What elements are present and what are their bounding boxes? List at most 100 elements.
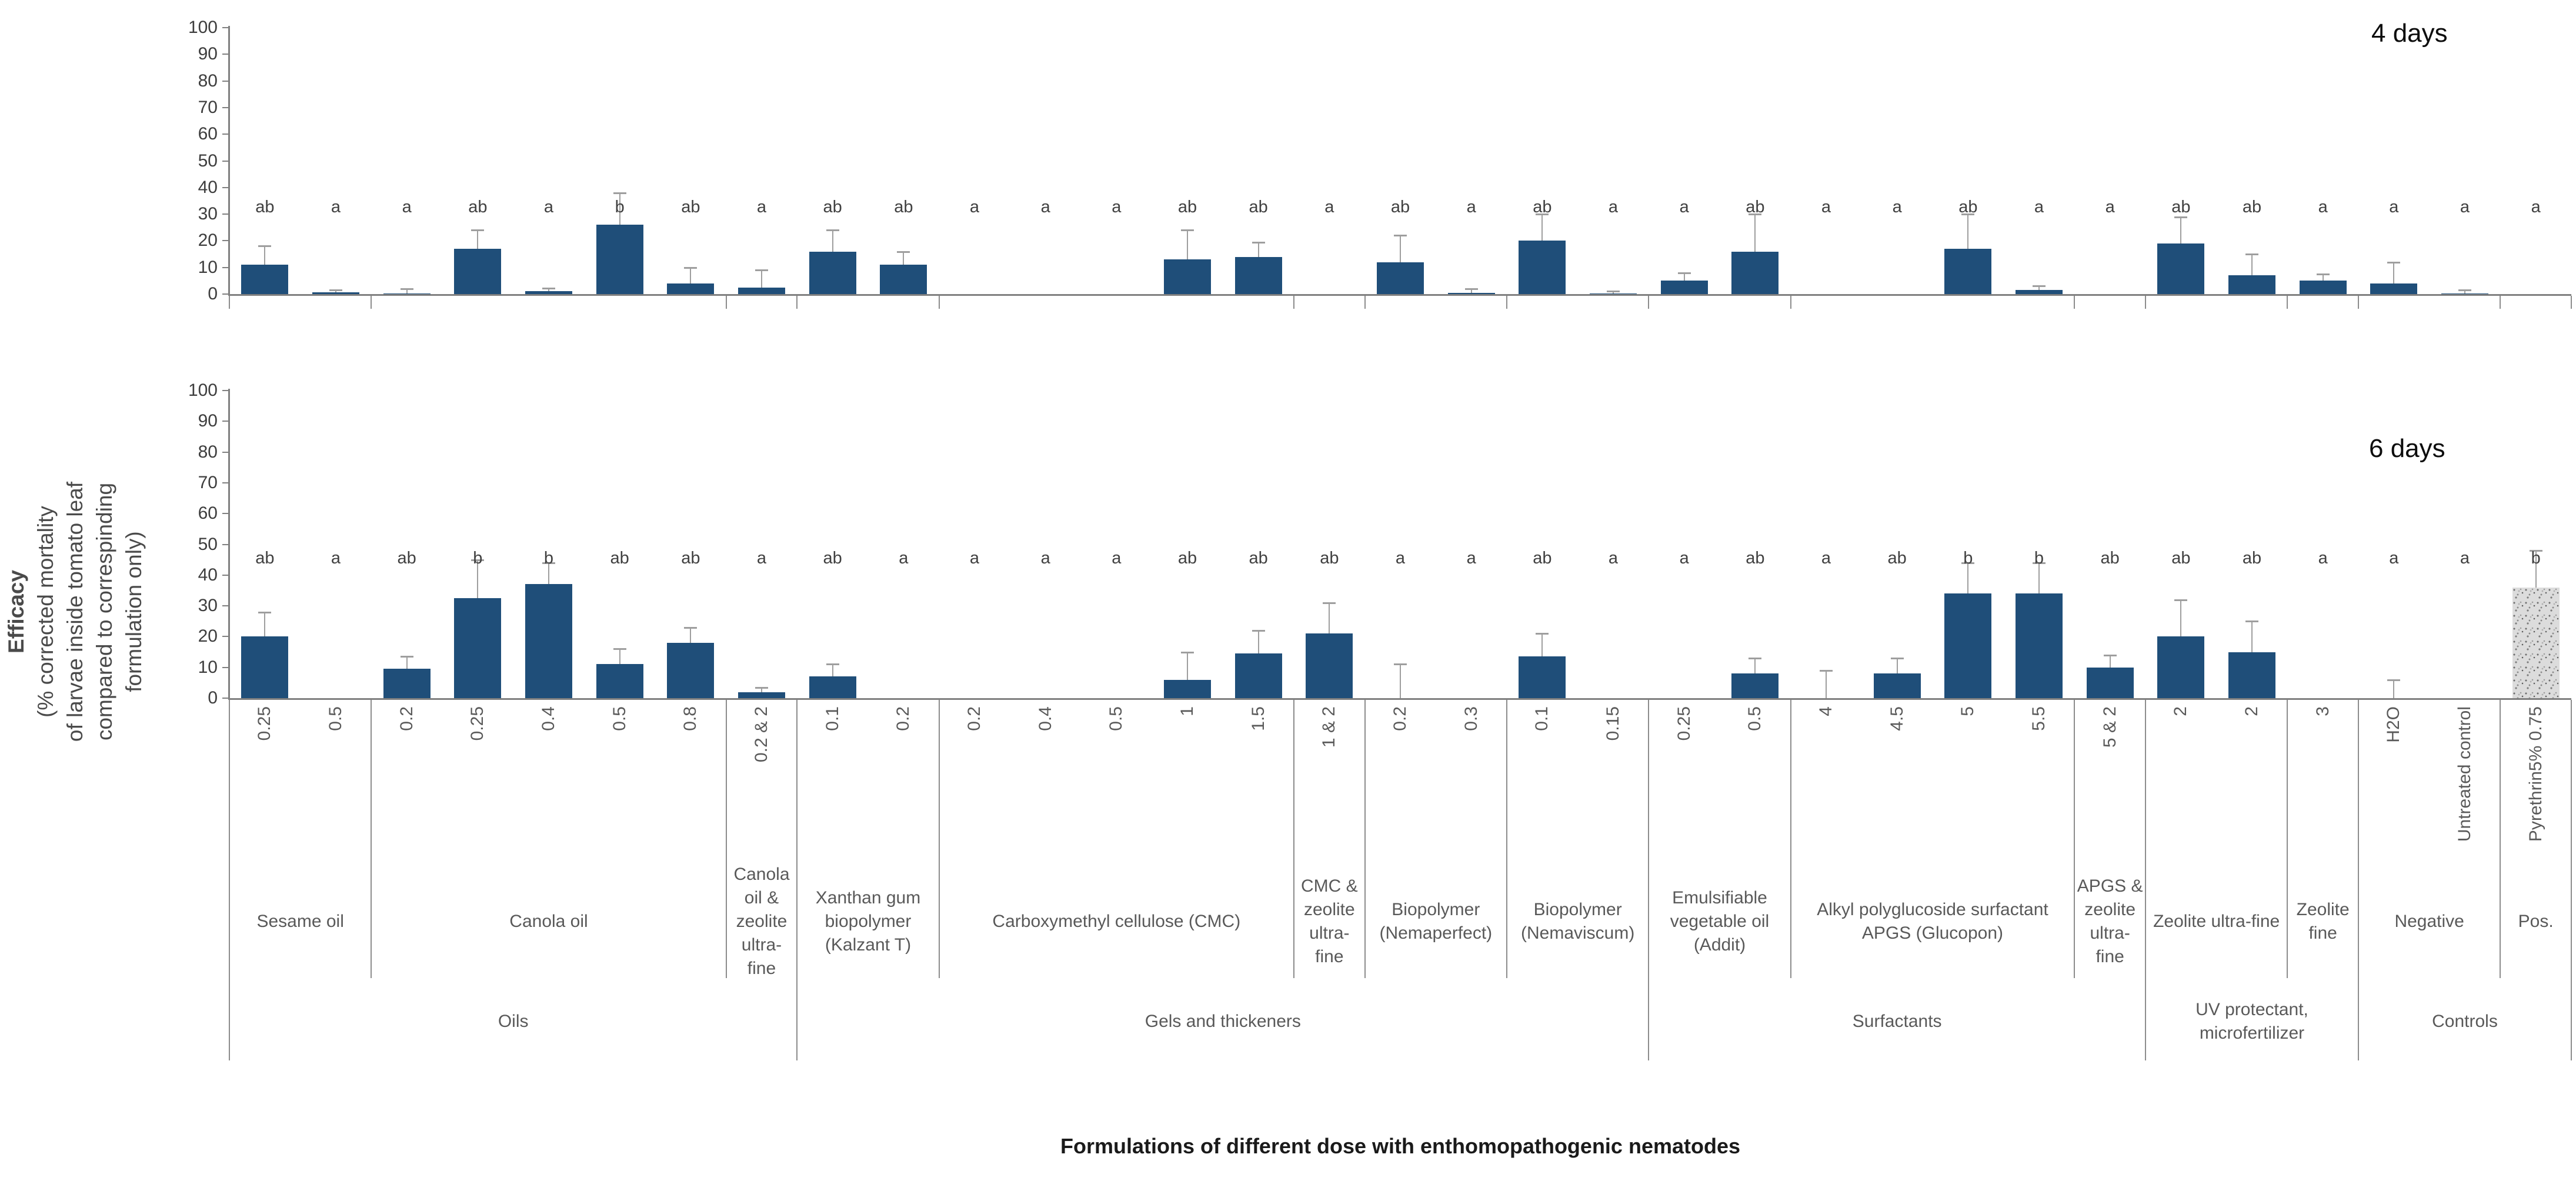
formulation-label: Negative (2394, 912, 2464, 931)
sig-letter: a (1395, 549, 1406, 568)
error-bar-cap (684, 626, 698, 629)
error-bar-whisker (2038, 562, 2040, 594)
error-bar-cap (471, 559, 485, 561)
sig-letter: ab (610, 549, 629, 568)
bar (2228, 275, 2275, 294)
sig-letter: ab (1746, 198, 1765, 216)
error-bar-whisker (1541, 633, 1543, 657)
sig-letter: b (543, 549, 554, 568)
y-tick-label: 50 (198, 534, 218, 554)
bar (2016, 593, 2063, 698)
error-bar-whisker (619, 192, 620, 225)
y-axis-tick (222, 513, 228, 515)
bar (525, 291, 572, 294)
error-bar-whisker (1541, 214, 1543, 241)
error-bar-cap (1607, 290, 1620, 292)
formulation-label: Pos. (2518, 912, 2554, 931)
error-bar-whisker (1683, 272, 1685, 281)
error-bar-cap (1749, 213, 1762, 216)
error-bar-cap (258, 245, 272, 248)
formulation-separator-line (725, 700, 727, 978)
error-bar-cap (400, 656, 413, 658)
sig-letter: a (1112, 198, 1122, 216)
supergroup-label: Oils (498, 1012, 529, 1031)
y-axis-tick (222, 390, 228, 391)
error-bar-whisker (1896, 658, 1898, 674)
error-bar-cap (1394, 663, 1407, 666)
supergroup-separator-line (1648, 700, 1650, 1060)
group-tick-stub (1293, 296, 1294, 309)
error-bar-whisker (2393, 262, 2395, 283)
error-bar-whisker (1187, 652, 1188, 680)
y-tick-label: 90 (198, 44, 218, 64)
error-bar-whisker (1754, 658, 1756, 674)
error-bar-whisker (2251, 254, 2253, 276)
y-tick-label: 40 (198, 565, 218, 585)
y-tick-label: 0 (208, 284, 218, 303)
formulation-label: Canola oil (509, 912, 588, 931)
error-bar-whisker (1754, 214, 1756, 252)
bar (1164, 259, 1211, 294)
sig-letter: ab (397, 549, 416, 568)
error-bar-cap (2174, 216, 2188, 218)
bar (2016, 290, 2063, 294)
formulation-separator-line (371, 700, 372, 978)
group-tick-stub (725, 296, 727, 309)
error-bar-whisker (2180, 216, 2182, 243)
bar (738, 692, 785, 698)
sig-letter: a (1679, 198, 1689, 216)
sig-letter: a (899, 549, 909, 568)
y-axis-tick (222, 636, 228, 638)
group-tick-stub (1790, 296, 1791, 309)
formulation-separator-line (1293, 700, 1294, 978)
sig-letter: b (1963, 549, 1973, 568)
sig-letter: b (473, 549, 483, 568)
sig-letter: ab (2242, 198, 2262, 216)
supergroup-separator-line (2145, 700, 2146, 1060)
error-bar-cap (2387, 261, 2401, 263)
supergroup-separator-line (796, 700, 798, 1060)
sig-letter: ab (1746, 549, 1765, 568)
error-bar-cap (1749, 658, 1762, 659)
y-axis-tick (222, 240, 228, 242)
formulation-label: Canola oil & zeolite ultra- fine (733, 865, 790, 978)
error-bar-cap (2529, 549, 2542, 552)
group-tick-stub (1506, 296, 1507, 309)
bar (596, 225, 643, 294)
error-bar-cap (2387, 679, 2401, 681)
y-axis-tick (222, 80, 228, 82)
error-bar-whisker (1967, 214, 1969, 249)
error-bar-whisker (1400, 235, 1401, 262)
y-axis-tick (222, 134, 228, 135)
sig-letter: a (756, 198, 767, 216)
panel-title-6-days: 6 days (2369, 434, 2445, 463)
error-bar-whisker (2535, 550, 2537, 588)
sig-letter: ab (823, 549, 842, 568)
group-tick-stub (796, 296, 798, 309)
error-bar-cap (1252, 241, 1265, 243)
error-bar-whisker (1329, 602, 1330, 634)
error-bar-cap (613, 192, 626, 194)
error-bar-cap (1961, 562, 1975, 564)
y-axis-tick (222, 106, 228, 108)
sig-letter: a (2460, 198, 2470, 216)
sig-letter: ab (1533, 198, 1552, 216)
bar (2157, 243, 2205, 294)
error-bar-cap (2103, 654, 2117, 656)
error-bar-cap (2458, 289, 2471, 292)
bar (2370, 283, 2418, 294)
error-bar-cap (1181, 229, 1194, 232)
y-axis-line (228, 26, 230, 294)
error-bar-whisker (832, 230, 833, 252)
bar (667, 642, 715, 698)
sig-letter: a (2318, 198, 2328, 216)
error-bar-whisker (690, 627, 692, 643)
bar (1519, 656, 1566, 698)
group-tick-stub (2358, 296, 2359, 309)
error-bar-whisker (2251, 621, 2253, 652)
sig-letter: a (2318, 549, 2328, 568)
y-axis-tick (222, 666, 228, 668)
sig-letter: ab (255, 198, 275, 216)
error-bar-cap (1677, 272, 1691, 274)
supergroup-label: Surfactants (1852, 1012, 1942, 1031)
